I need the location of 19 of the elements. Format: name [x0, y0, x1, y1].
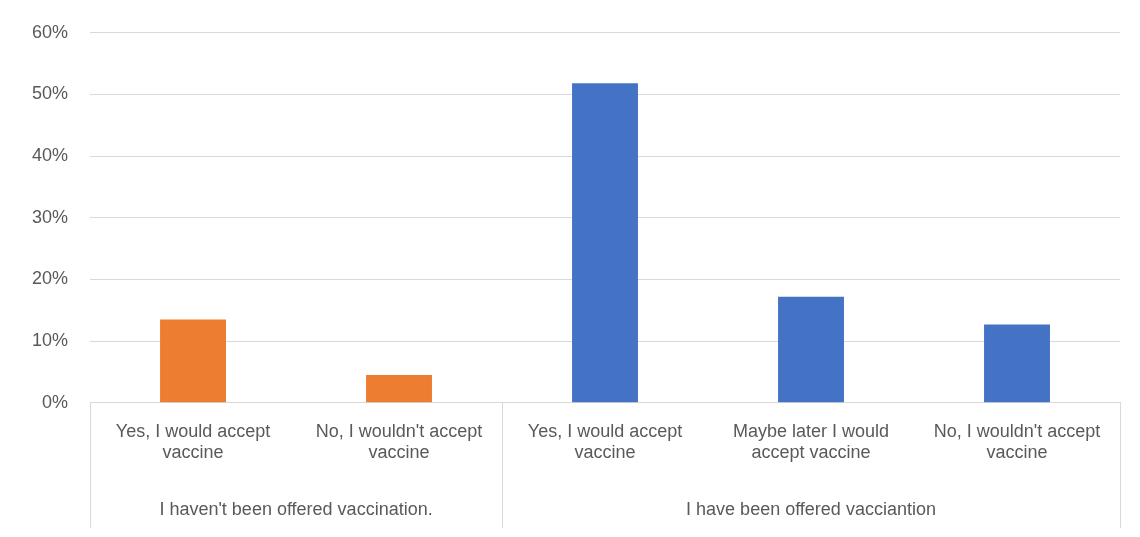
- bar: [572, 83, 638, 403]
- y-tick-label: 20%: [32, 268, 69, 289]
- x-tick-label: Yes, I would accept vaccine: [115, 420, 271, 463]
- text: I have been offered vacciantion: [686, 498, 936, 519]
- y-tick-label: 60%: [32, 21, 69, 42]
- bar: [984, 324, 1050, 403]
- x-tick-label: No, I wouldn't accept vaccine: [315, 420, 483, 463]
- y-tick-label: 40%: [32, 145, 69, 166]
- bar: [778, 296, 844, 403]
- text: I haven't been offered vaccination.: [159, 498, 433, 519]
- bar: [366, 375, 432, 403]
- x-tick-label: Maybe later I would accept vaccine: [732, 420, 890, 463]
- y-tick-label: 50%: [32, 83, 69, 104]
- bar: [160, 319, 226, 403]
- y-tick-label: 10%: [32, 330, 69, 351]
- x-tick-label: No, I wouldn't accept vaccine: [933, 420, 1101, 463]
- x-tick-label: Yes, I would accept vaccine: [527, 420, 683, 463]
- y-tick-label: 30%: [32, 206, 69, 227]
- y-tick-label: 0%: [42, 391, 69, 412]
